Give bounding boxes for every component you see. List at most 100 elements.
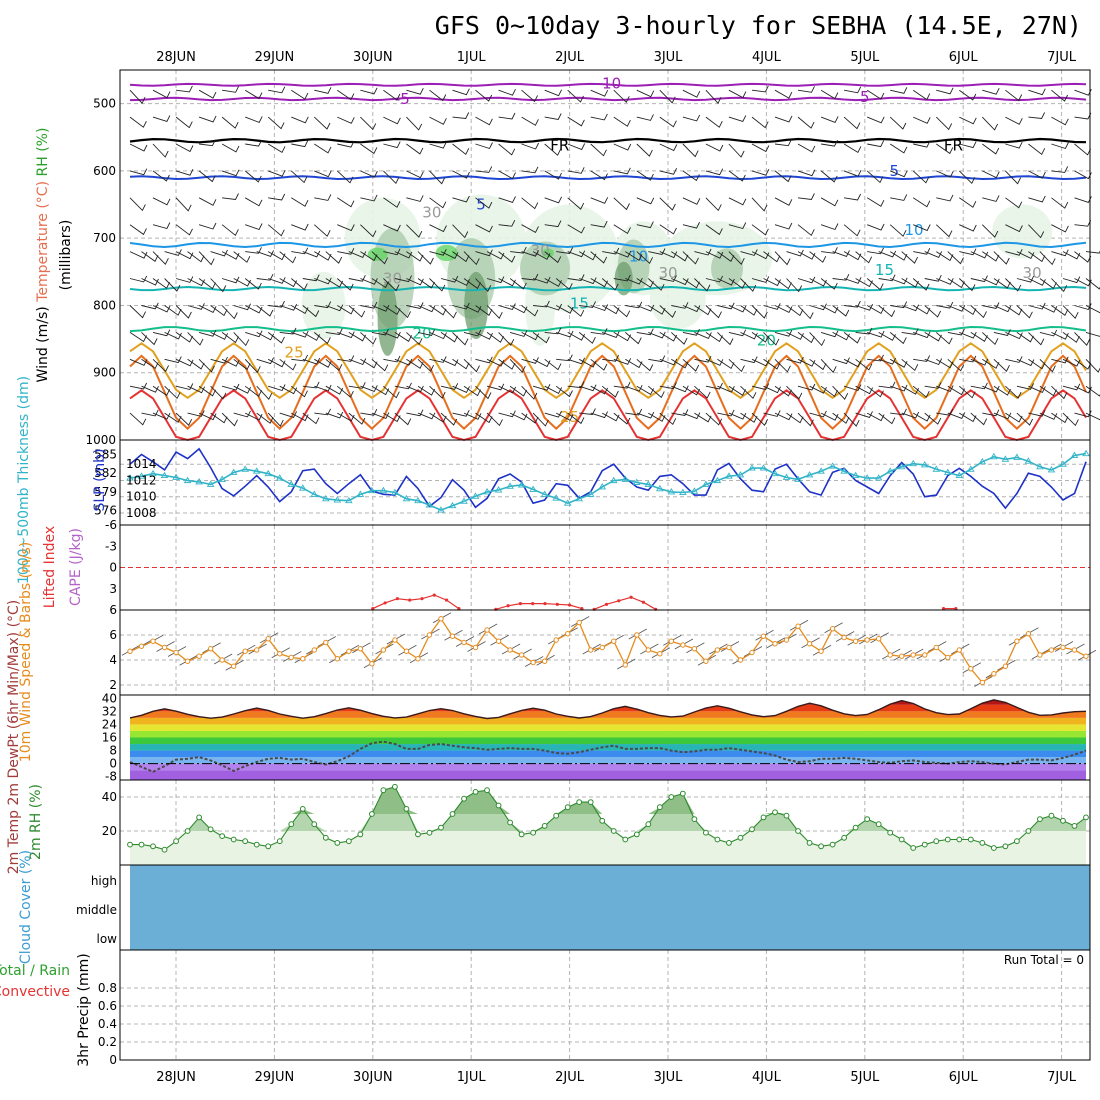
wind-barb: [314, 332, 331, 345]
wind-barb: [590, 143, 607, 157]
rh-point: [403, 806, 410, 812]
wind-barb: [809, 358, 827, 371]
wind-barb: [1028, 385, 1046, 393]
wind-barb: [751, 412, 769, 426]
wind-barb: [912, 170, 930, 184]
wind-barb: [176, 85, 193, 93]
date-label-top: 4JUL: [752, 50, 782, 65]
wind-barb: [728, 329, 747, 337]
wind-barb: [740, 356, 758, 364]
wind-speed-point: [518, 652, 525, 658]
wind-speed-point: [173, 649, 179, 656]
rh-point: [196, 814, 203, 821]
rh-point: [472, 789, 479, 795]
rh-point: [1037, 816, 1043, 822]
wind-barb: [924, 305, 942, 318]
wind-speed-point: [495, 638, 502, 644]
wind-barb: [348, 251, 367, 258]
wind-speed-point: [311, 647, 317, 653]
wind-barb: [867, 330, 885, 338]
cloud-fill: [130, 865, 1090, 950]
wind-barb: [728, 170, 746, 182]
cloud-level-label: high: [91, 874, 117, 888]
wind-barb: [1005, 412, 1023, 423]
thickness-point: [990, 452, 998, 460]
wind-barb: [936, 301, 954, 309]
rh-point: [1048, 812, 1055, 819]
contour-label: -10: [597, 74, 622, 92]
wind-barb: [486, 412, 503, 427]
wind-speed-point: [1048, 647, 1055, 653]
wind-barb: [982, 385, 1000, 393]
rh-point: [461, 795, 467, 802]
wind-barb: [866, 170, 884, 184]
thickness-point: [391, 488, 399, 495]
wind-barb: [659, 382, 677, 390]
wind-speed-point: [922, 652, 928, 658]
date-label-top: 30JUN: [353, 50, 393, 65]
wind-barb: [820, 116, 839, 123]
thickness-point: [736, 471, 745, 478]
thickness-point: [172, 473, 180, 480]
date-label-bottom: 2JUL: [555, 1070, 585, 1085]
wind-barb: [1039, 329, 1058, 337]
rh-point: [127, 841, 133, 848]
wind-barb: [682, 89, 701, 98]
rh-point: [737, 834, 744, 841]
rh-point: [299, 806, 306, 812]
wind-barb: [556, 247, 574, 254]
pressure-tick: 900: [93, 366, 116, 380]
wind-barb: [221, 116, 239, 129]
wind-barb: [406, 143, 424, 155]
rh-point: [610, 828, 617, 834]
wind-barb: [705, 332, 723, 343]
wind-barb: [544, 327, 562, 335]
date-label-top: 6JUL: [949, 50, 979, 65]
rh-ylabel: 2m RH (%): [28, 784, 44, 860]
wind-barb: [659, 224, 677, 235]
wind-barb: [578, 332, 596, 344]
wind-barb: [613, 305, 631, 318]
wind-barb: [648, 305, 666, 315]
wind-barb: [1005, 116, 1023, 125]
wind-barb: [705, 89, 722, 104]
wind-speed-point: [415, 656, 421, 662]
wind-barb: [394, 412, 412, 426]
wind-barb: [613, 250, 632, 258]
rh-point: [898, 836, 905, 843]
rh-point: [230, 836, 237, 843]
wind-barb: [244, 197, 263, 207]
wind-barb: [198, 197, 217, 206]
thickness-point: [494, 486, 503, 493]
pressure-tick: 500: [93, 97, 116, 111]
wind-barb: [429, 197, 447, 209]
wind-barb: [406, 385, 424, 393]
wind-barb: [314, 170, 332, 178]
li-point: [954, 606, 958, 611]
wind-barb: [855, 358, 873, 371]
ylabel-part: Wind: [35, 347, 51, 382]
thickness-point: [264, 469, 273, 477]
temp-band: [130, 711, 1086, 718]
thickness-point: [1024, 457, 1033, 464]
rh-point: [438, 824, 444, 831]
wind-barb: [797, 143, 816, 153]
wind-barb: [267, 412, 284, 427]
wind-barb: [129, 332, 148, 343]
rh-point: [564, 804, 571, 811]
rh-point: [818, 843, 824, 850]
wind-barb: [659, 332, 678, 342]
li-point: [506, 604, 510, 608]
wind-barb: [717, 278, 735, 286]
wind-barb: [959, 305, 977, 316]
contour-label: 15: [570, 294, 589, 312]
wind-barb: [890, 87, 908, 94]
wind-barb: [544, 220, 562, 228]
wind-barb: [314, 87, 332, 94]
wind-barb: [890, 194, 908, 201]
wind-speed-point: [150, 638, 156, 644]
ylabel-part: (°C): [35, 181, 51, 213]
thickness-point: [126, 474, 134, 481]
